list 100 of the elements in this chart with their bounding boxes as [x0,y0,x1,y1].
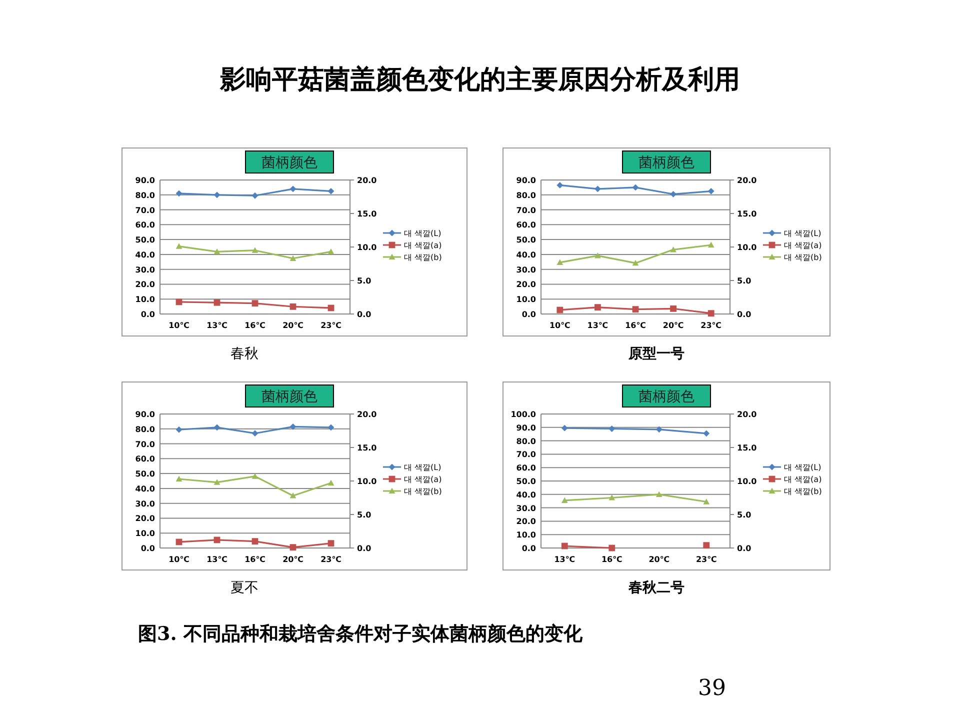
y-tick-label: 40.0 [135,250,156,260]
x-tick-label: 13℃ [587,321,608,330]
point [252,430,258,437]
y2-tick-label: 0.0 [357,544,372,553]
y-tick-label: 30.0 [135,265,156,274]
y-tick-label: 70.0 [516,206,536,215]
x-tick-label: 10℃ [168,321,190,330]
x-tick-label: 20℃ [282,321,304,330]
point [708,188,714,194]
y-tick-label: 40.0 [516,490,536,500]
y-tick-label: 0.0 [140,544,156,553]
point [252,300,258,306]
point [328,540,334,547]
chart-title: 菌柄颜色 [638,155,694,171]
point [176,426,182,433]
y-tick-label: 30.0 [516,504,536,513]
y-tick-label: 60.0 [135,454,156,464]
y2-tick-label: 5.0 [357,510,372,520]
point [290,186,296,192]
y2-tick-label: 20.0 [357,176,378,185]
y2-tick-label: 20.0 [737,176,758,185]
y2-tick-label: 15.0 [737,210,758,218]
y-tick-label: 50.0 [135,236,156,245]
y-tick-label: 30.0 [135,499,156,508]
y-tick-label: 50.0 [516,236,536,245]
y-tick-label: 80.0 [135,190,156,200]
point [176,190,182,197]
legend-label: 대 색깔(L) [784,463,822,472]
y-tick-label: 10.0 [516,295,536,304]
point [670,246,676,252]
y2-tick-label: 5.0 [357,276,372,286]
x-tick-label: 10℃ [549,321,571,330]
y-tick-label: 70.0 [516,450,536,460]
x-tick-label: 10℃ [168,555,190,564]
x-tick-label: 16℃ [244,321,266,330]
y-tick-label: 60.0 [135,220,156,230]
y-tick-label: 60.0 [516,464,536,473]
chart-title: 菌柄颜色 [638,389,694,405]
point [703,498,710,504]
legend-label: 대 색깔(b) [404,253,442,262]
x-tick-label: 20℃ [648,555,670,564]
legend-label: 대 색깔(a) [404,475,442,484]
legend-label: 대 색깔(b) [784,487,822,496]
point [556,306,564,314]
point [556,259,564,265]
x-axis-title: 原型一号 [628,346,684,362]
y-tick-label: 0.0 [522,544,536,553]
y2-tick-label: 5.0 [737,510,752,520]
legend-label: 대 색깔(a) [784,475,822,484]
point [656,491,662,497]
x-tick-label: 20℃ [662,321,684,330]
x-tick-label: 13℃ [206,321,228,330]
y2-tick-label: 20.0 [737,410,758,419]
y-tick-label: 20.0 [135,280,156,290]
y-tick-label: 20.0 [516,280,536,290]
point [556,182,564,188]
legend-label: 대 색깔(L) [404,463,442,472]
chart-title: 菌柄颜色 [262,389,318,405]
point [214,479,220,485]
y2-tick-label: 0.0 [737,544,752,553]
y-tick-label: 0.0 [522,310,536,319]
legend-label: 대 색깔(a) [404,241,442,250]
x-tick-label: 23℃ [696,555,718,564]
point [290,423,296,430]
y2-tick-label: 15.0 [357,444,378,452]
point [561,497,568,503]
point [214,299,220,306]
y-tick-label: 30.0 [516,265,536,274]
point [176,476,182,482]
point [290,492,296,498]
y-tick-label: 20.0 [516,517,536,526]
legend-label: 대 색깔(a) [784,241,822,250]
legend-label: 대 색깔(L) [404,229,442,238]
legend-label: 대 색깔(b) [784,253,822,262]
x-tick-label: 23℃ [700,321,722,330]
x-tick-label: 16℃ [625,321,646,330]
point [328,188,334,194]
y-tick-label: 10.0 [135,295,156,304]
point [290,255,296,261]
text: 39 [698,676,726,701]
point [594,252,601,258]
y-tick-label: 80.0 [516,436,536,446]
y-tick-label: 100.0 [510,410,536,419]
x-tick-label: 13℃ [554,555,576,564]
point [703,542,710,549]
y-tick-label: 80.0 [135,424,156,434]
legend-label: 대 색깔(L) [784,229,822,238]
y2-tick-label: 15.0 [737,444,758,452]
y2-tick-label: 15.0 [357,210,378,218]
y2-tick-label: 10.0 [357,477,378,486]
point [328,248,334,254]
y2-tick-label: 0.0 [357,310,372,319]
point [290,544,296,551]
x-axis-title: 春秋二号 [628,580,684,596]
point [214,192,220,198]
point [608,544,616,552]
point [670,190,676,198]
point [708,310,714,317]
caption: 图3. 不同品种和栽培舍条件对子实体菌柄颜色的变化 [138,623,584,645]
point [252,473,258,479]
